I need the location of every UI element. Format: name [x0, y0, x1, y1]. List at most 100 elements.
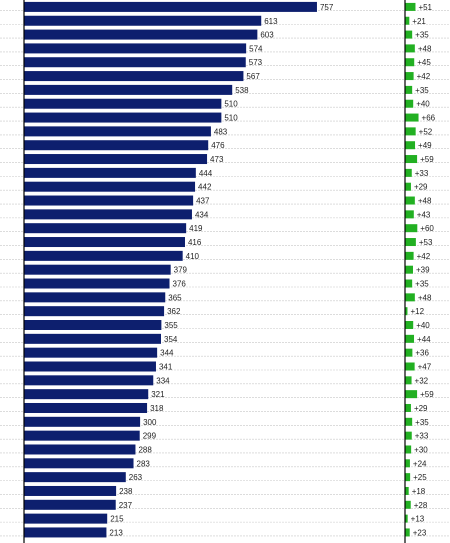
- bar-value-label: 613: [264, 17, 278, 26]
- change-bar: [405, 196, 415, 205]
- change-bar: [405, 85, 413, 94]
- bar: [24, 402, 148, 413]
- bar-value-label: 321: [151, 390, 165, 399]
- bar-value-label: 300: [143, 418, 157, 427]
- bar: [24, 485, 117, 496]
- bar-value-label: 362: [167, 307, 181, 316]
- change-value-label: +29: [414, 183, 428, 192]
- change-value-label: +25: [413, 473, 427, 482]
- bar: [24, 264, 171, 275]
- bar: [24, 375, 154, 386]
- bar-value-label: 341: [159, 363, 173, 372]
- change-bar: [405, 500, 411, 509]
- bar-value-label: 510: [224, 100, 238, 109]
- bar: [24, 29, 258, 40]
- bar-value-label: 376: [173, 280, 187, 289]
- change-value-label: +59: [420, 155, 434, 164]
- bar: [24, 223, 187, 234]
- bar: [24, 57, 246, 68]
- bar-value-label: 444: [199, 169, 213, 178]
- change-bar: [405, 514, 408, 523]
- change-bar: [405, 168, 412, 177]
- change-value-label: +49: [418, 141, 432, 150]
- change-value-label: +48: [418, 293, 432, 302]
- bar: [24, 15, 262, 26]
- change-bar: [405, 113, 419, 122]
- bar: [24, 98, 222, 109]
- change-bar: [405, 403, 411, 412]
- bar: [24, 430, 140, 441]
- change-bar: [405, 376, 412, 385]
- bar: [24, 472, 126, 483]
- change-bar: [405, 58, 415, 67]
- bar: [24, 513, 108, 524]
- bar: [24, 347, 158, 358]
- bar-value-label: 288: [138, 445, 152, 454]
- bar-value-label: 355: [164, 321, 178, 330]
- bar: [24, 527, 107, 538]
- change-value-label: +12: [410, 307, 424, 316]
- change-bar: [405, 348, 413, 357]
- change-value-label: +59: [420, 390, 434, 399]
- change-value-label: +66: [422, 114, 436, 123]
- bar: [24, 320, 162, 330]
- change-bar: [405, 72, 414, 81]
- bar-value-label: 510: [224, 114, 238, 123]
- bar: [24, 195, 194, 206]
- bar-value-label: 538: [235, 86, 249, 95]
- change-bar: [405, 127, 416, 136]
- change-value-label: +36: [415, 349, 429, 358]
- change-value-label: +35: [415, 31, 429, 40]
- change-value-label: +32: [415, 376, 429, 385]
- bar-value-label: 574: [249, 44, 263, 53]
- change-bar: [405, 224, 418, 233]
- change-bar: [405, 155, 418, 164]
- bar-value-label: 419: [189, 224, 203, 233]
- change-value-label: +28: [414, 501, 428, 510]
- change-value-label: +53: [419, 238, 433, 247]
- change-bar: [405, 473, 411, 482]
- bar-value-label: 213: [109, 528, 123, 537]
- bar-value-label: 603: [260, 31, 274, 40]
- change-value-label: +44: [417, 335, 431, 344]
- bar: [24, 389, 149, 400]
- change-value-label: +30: [414, 445, 428, 454]
- bar-value-label: 442: [198, 183, 212, 192]
- change-value-label: +43: [417, 210, 431, 219]
- change-bar: [405, 265, 413, 274]
- change-value-label: +60: [420, 224, 434, 233]
- change-bar: [405, 459, 410, 468]
- change-value-label: +52: [419, 127, 433, 136]
- bar-value-label: 283: [137, 459, 151, 468]
- change-value-label: +35: [415, 280, 429, 289]
- change-value-label: +40: [416, 100, 430, 109]
- bar-value-label: 410: [186, 252, 200, 261]
- bar: [24, 499, 116, 510]
- bar: [24, 209, 192, 220]
- change-bar: [405, 141, 416, 150]
- change-bar: [405, 362, 415, 371]
- bar: [24, 112, 222, 123]
- change-value-label: +40: [416, 321, 430, 330]
- change-value-label: +21: [412, 17, 426, 26]
- bar-value-label: 379: [174, 266, 188, 275]
- change-bar: [405, 431, 412, 440]
- change-value-label: +13: [411, 515, 425, 524]
- bar: [24, 416, 141, 427]
- bar-value-label: 483: [214, 127, 228, 136]
- bar: [24, 306, 165, 317]
- bar-value-label: 416: [188, 238, 202, 247]
- change-bar: [405, 16, 410, 25]
- change-bar: [405, 99, 414, 108]
- bar: [24, 84, 233, 95]
- change-value-label: +45: [417, 58, 431, 67]
- change-value-label: +23: [413, 528, 427, 537]
- bar: [24, 181, 196, 192]
- change-bar: [405, 2, 416, 11]
- bar-value-label: 573: [249, 58, 263, 67]
- bar: [24, 250, 183, 261]
- change-bar: [405, 210, 414, 219]
- change-bar: [405, 30, 413, 39]
- bar: [24, 140, 209, 151]
